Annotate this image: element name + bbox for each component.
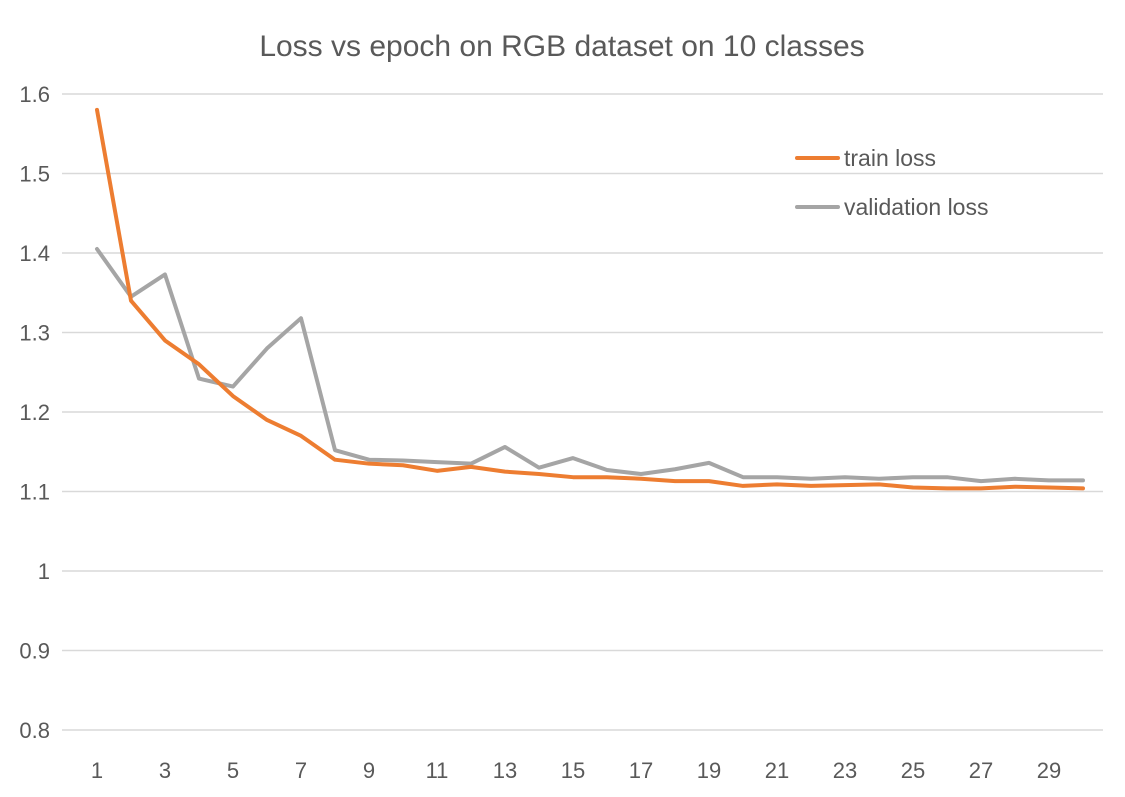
x-tick-label: 13: [493, 758, 517, 783]
x-tick-label: 11: [426, 758, 449, 783]
x-tick-label: 21: [765, 758, 789, 783]
gridlines: [62, 93, 1103, 731]
legend: train loss validation loss: [795, 145, 988, 220]
series-line-validation-loss: [95, 247, 1085, 484]
x-tick-label: 27: [969, 758, 993, 783]
y-tick-label: 1.6: [19, 82, 50, 107]
x-tick-label: 5: [227, 758, 239, 783]
x-tick-label: 7: [295, 758, 307, 783]
x-tick-label: 29: [1037, 758, 1061, 783]
y-tick-label: 1.1: [19, 480, 50, 505]
y-tick-label: 1.5: [19, 162, 50, 187]
y-tick-label: 0.8: [19, 718, 50, 743]
legend-label: validation loss: [844, 194, 988, 220]
y-tick-label: 1.3: [19, 321, 50, 346]
legend-label: train loss: [844, 145, 936, 171]
x-axis-ticks: 1 3 5 7 9 11 13 15 17 19 21 23 25 27 29: [91, 758, 1061, 783]
x-tick-label: 17: [629, 758, 653, 783]
y-tick-label: 0.9: [19, 639, 50, 664]
x-tick-label: 15: [561, 758, 585, 783]
x-tick-label: 9: [363, 758, 375, 783]
x-tick-label: 1: [91, 758, 103, 783]
x-tick-label: 23: [833, 758, 857, 783]
y-tick-label: 1.4: [19, 241, 50, 266]
y-tick-label: 1.2: [19, 400, 50, 425]
chart-title: Loss vs epoch on RGB dataset on 10 class…: [259, 30, 864, 63]
x-tick-label: 3: [159, 758, 171, 783]
x-tick-label: 25: [901, 758, 925, 783]
x-tick-label: 19: [697, 758, 721, 783]
series-line-train-loss: [95, 107, 1085, 491]
y-tick-label: 1: [38, 559, 50, 584]
y-axis-ticks: 0.8 0.9 1 1.1 1.2 1.3 1.4 1.5 1.6: [19, 82, 50, 743]
series-lines: [95, 107, 1085, 491]
